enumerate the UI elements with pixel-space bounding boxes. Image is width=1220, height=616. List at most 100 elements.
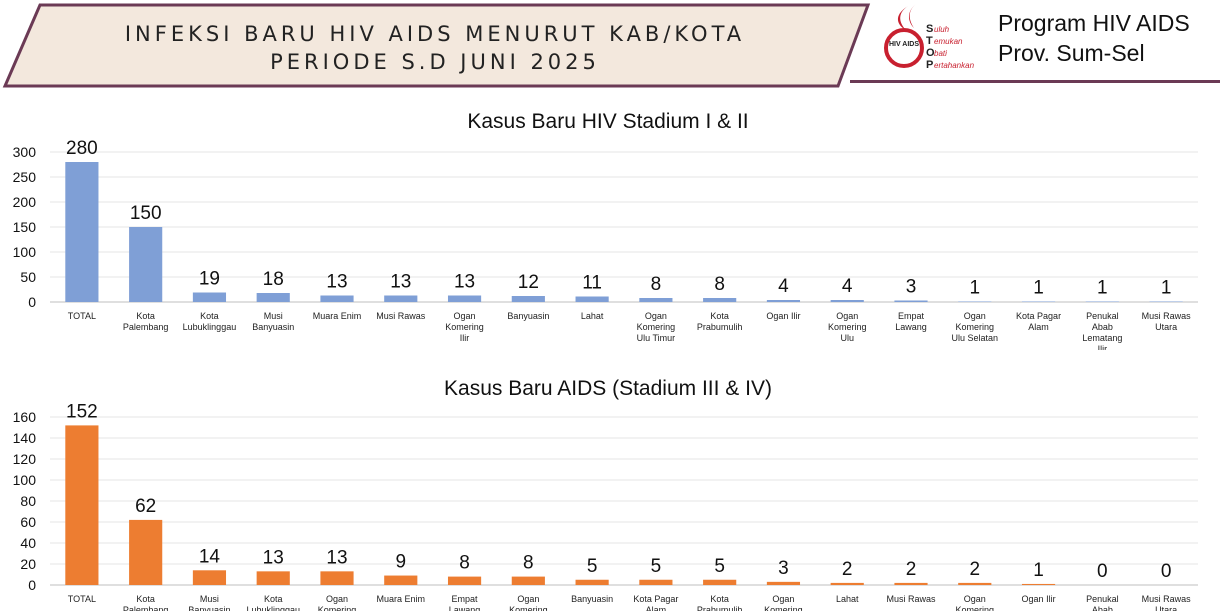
hiv-bar [830,300,864,302]
aids-y-tick-label: 40 [20,535,36,551]
hiv-y-tick-label: 300 [13,144,37,160]
hiv-category-label: Musi Rawas [376,311,426,321]
hiv-chart-title: Kasus Baru HIV Stadium I & II [467,110,748,133]
aids-data-label: 1 [1033,560,1044,581]
hiv-data-label: 1 [1161,278,1172,299]
aids-bar [320,571,354,585]
svg-text:S: S [926,23,933,35]
aids-data-label: 5 [587,556,598,577]
aids-bar [447,576,482,585]
hiv-category-label: Kota Pagar Alam [1016,311,1061,332]
hiv-bar [511,296,545,302]
hiv-data-label: 11 [582,273,602,294]
hiv-data-label: 13 [326,272,347,293]
hiv-category-label: Kota Lubuklinggau [183,311,237,332]
hiv-bar [958,301,992,302]
aids-bar [129,519,163,585]
aids-bar [639,579,673,585]
hiv-data-label: 12 [518,272,539,293]
aids-data-label: 3 [778,558,789,579]
aids-data-label: 14 [199,546,221,567]
hiv-category-label: Ogan Komering Ulu Selatan [952,311,999,343]
stop-logo: HIV AIDS S T O P uluh emukan bati ertaha… [878,0,990,78]
hiv-bar [256,293,290,302]
aids-data-label: 5 [651,556,662,577]
aids-bar [958,582,992,585]
aids-category-label: Musi Rawas Utara [1142,594,1192,611]
hiv-category-label: Muara Enim [313,311,362,321]
hiv-data-label: 1 [969,278,980,299]
program-title: Program HIV AIDS Prov. Sum-Sel [998,8,1190,68]
aids-data-label: 8 [459,553,470,574]
header-underline [850,80,1220,83]
aids-bar [703,579,737,585]
aids-y-tick-label: 120 [13,451,37,467]
hiv-bar [575,296,609,302]
hiv-chart: Kasus Baru HIV Stadium I & II 0 50 100 150 20… [0,100,1220,355]
hiv-y-tick-label: 150 [13,219,37,235]
aids-category-label: Muara Enim [377,594,426,604]
hiv-bar [894,300,928,302]
hiv-data-label: 3 [906,277,917,298]
hiv-bar [447,295,482,302]
aids-y-tick-label: 160 [13,409,37,425]
hiv-data-label: 8 [714,274,725,295]
aids-bar [511,576,545,585]
hiv-data-label: 150 [130,203,162,224]
aids-data-label: 2 [906,559,917,580]
aids-chart: Kasus Baru AIDS (Stadium III & IV) 0 20 40 6… [0,368,1220,616]
hiv-y-tick-label: 0 [28,294,36,310]
aids-data-label: 0 [1097,561,1108,582]
hiv-y-tick-label: 200 [13,194,37,210]
aids-category-label: Kota Palembang [123,594,169,611]
hiv-data-label: 18 [263,269,284,290]
aids-chart-svg: Kasus Baru AIDS (Stadium III & IV)020406… [13,377,1198,615]
aids-data-label: 2 [969,559,980,580]
hiv-bar [384,295,418,302]
aids-bar [830,582,864,585]
hiv-category-label: Banyuasin [507,311,549,321]
svg-text:T: T [926,35,933,47]
hiv-data-label: 1 [1033,278,1044,299]
hiv-data-label: 8 [651,274,662,295]
stop-logo-icon: HIV AIDS S T O P uluh emukan bati ertaha… [884,4,975,71]
program-line-2: Prov. Sum-Sel [998,40,1145,66]
hiv-category-label: Lahat [581,311,604,321]
aids-y-tick-label: 60 [20,514,36,530]
program-line-1: Program HIV AIDS [998,10,1190,36]
aids-data-label: 9 [395,552,406,573]
aids-data-label: 13 [263,547,284,568]
hiv-data-label: 19 [199,269,220,290]
banner-title: INFEKSI BARU HIV AIDS MENURUT KAB/KOTA P… [40,20,830,76]
hiv-bar [1021,301,1056,302]
hiv-bar [703,298,737,302]
hiv-data-label: 1 [1097,278,1108,299]
aids-bar [575,579,609,585]
hiv-category-label: Empat Lawang [895,311,927,332]
aids-y-tick-label: 100 [13,472,37,488]
hiv-bar [766,300,801,302]
aids-y-tick-label: 0 [28,577,36,593]
svg-text:emukan: emukan [934,37,963,46]
aids-bar [65,425,99,585]
aids-data-label: 2 [842,559,853,580]
aids-y-tick-label: 20 [20,556,36,572]
hiv-bar [1149,301,1183,302]
svg-text:O: O [926,47,935,59]
aids-category-label: Empat Lawang [449,594,481,611]
aids-bar [766,581,801,585]
hiv-data-label: 13 [390,272,411,293]
svg-text:bati: bati [934,49,947,58]
hiv-data-label: 280 [66,138,98,159]
banner-shape [2,3,871,88]
hiv-bar [192,292,227,302]
aids-y-tick-label: 80 [20,493,36,509]
svg-text:HIV AIDS: HIV AIDS [889,41,919,48]
aids-data-label: 0 [1161,561,1172,582]
aids-data-label: 8 [523,553,534,574]
